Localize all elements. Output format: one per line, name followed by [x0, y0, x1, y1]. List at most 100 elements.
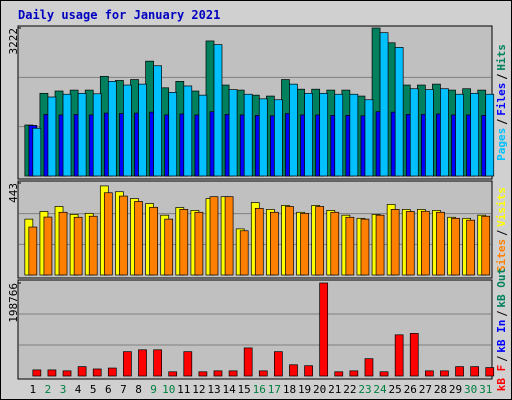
- y-tick-label: 443: [7, 183, 20, 203]
- bar: [62, 93, 72, 177]
- legend-entry: kB F: [495, 365, 508, 392]
- bar: [360, 218, 370, 276]
- bar: [394, 47, 404, 177]
- x-tick-label: 24: [373, 383, 387, 396]
- legend-separator: [496, 230, 508, 236]
- bar: [375, 214, 385, 276]
- x-tick-label: 27: [419, 383, 432, 396]
- x-tick-label: 7: [120, 383, 127, 396]
- bar: [43, 216, 53, 276]
- bar: [194, 211, 204, 276]
- x-tick-label: 3: [60, 383, 67, 396]
- bar: [258, 370, 268, 377]
- bar: [149, 206, 158, 276]
- bar: [345, 216, 355, 276]
- bar: [289, 364, 298, 377]
- bar: [73, 216, 83, 276]
- x-tick-label: 14: [222, 383, 236, 396]
- bar: [379, 32, 389, 177]
- bar: [243, 347, 253, 377]
- bar: [123, 351, 132, 377]
- bar: [164, 218, 174, 276]
- bar: [304, 92, 313, 177]
- bar: [470, 366, 479, 377]
- x-tick-label: 8: [135, 383, 142, 396]
- bar: [92, 368, 102, 377]
- chart-title: Daily usage for January 2021: [18, 8, 220, 22]
- bar: [424, 370, 434, 377]
- bar: [134, 201, 143, 276]
- bar: [32, 127, 42, 177]
- bar: [183, 85, 193, 177]
- x-tick-label: 19: [298, 383, 311, 396]
- panel-frame: [17, 279, 493, 380]
- x-tick-label: 1: [30, 383, 37, 396]
- x-tick-label: 6: [105, 383, 112, 396]
- x-tick-label: 18: [283, 383, 296, 396]
- legend-entry: kB In: [495, 320, 508, 353]
- bar: [289, 83, 298, 177]
- bar: [258, 98, 268, 177]
- y-tick-label: 198766: [7, 283, 20, 323]
- bar: [300, 212, 309, 276]
- bar: [228, 370, 238, 377]
- bar: [168, 371, 178, 377]
- bar: [330, 211, 340, 276]
- bar: [107, 81, 117, 177]
- x-tick-label: 17: [268, 383, 281, 396]
- bar: [436, 211, 445, 276]
- y-tick-label: 3222: [7, 28, 20, 55]
- bar: [274, 351, 283, 377]
- bar: [239, 230, 249, 276]
- bar: [103, 192, 113, 276]
- bar: [32, 369, 42, 377]
- bar: [334, 93, 344, 177]
- bar: [349, 93, 359, 177]
- bar: [485, 93, 495, 177]
- bar: [92, 93, 102, 177]
- legend-entry: Visits: [495, 187, 508, 227]
- bar: [334, 371, 344, 377]
- bar: [470, 92, 479, 177]
- legend-separator: [496, 74, 508, 80]
- bar: [466, 219, 475, 276]
- bar: [394, 334, 404, 377]
- bar: [319, 282, 329, 377]
- bar: [451, 217, 460, 276]
- legend: Sites Visits: [495, 187, 508, 272]
- legend-entry: Sites: [495, 239, 508, 272]
- bar: [153, 349, 162, 377]
- bar: [304, 365, 313, 377]
- bar: [254, 207, 264, 276]
- bar: [420, 210, 430, 276]
- bar: [364, 99, 374, 177]
- bar: [77, 366, 87, 377]
- bar: [228, 89, 238, 177]
- bar: [455, 366, 464, 377]
- bar: [405, 211, 415, 276]
- legend-separator: [496, 356, 508, 362]
- bar: [123, 84, 132, 177]
- bar: [58, 211, 68, 276]
- bar: [274, 99, 283, 177]
- bar: [88, 215, 98, 276]
- x-tick-label: 23: [358, 383, 371, 396]
- bar: [138, 349, 147, 377]
- x-tick-label: 2: [45, 383, 52, 396]
- bar: [77, 92, 87, 177]
- bar: [198, 94, 208, 177]
- bar: [213, 44, 223, 177]
- x-tick-label: 31: [479, 383, 492, 396]
- bar: [270, 211, 279, 276]
- x-tick-label: 25: [389, 383, 402, 396]
- bar: [224, 196, 234, 276]
- bar: [485, 367, 495, 377]
- bar: [319, 92, 329, 177]
- bar: [213, 370, 223, 377]
- x-tick-label: 30: [464, 383, 477, 396]
- x-tick-label: 12: [192, 383, 205, 396]
- bar: [349, 370, 359, 377]
- x-tick-label: 22: [343, 383, 356, 396]
- legend-entry: Pages: [495, 128, 508, 161]
